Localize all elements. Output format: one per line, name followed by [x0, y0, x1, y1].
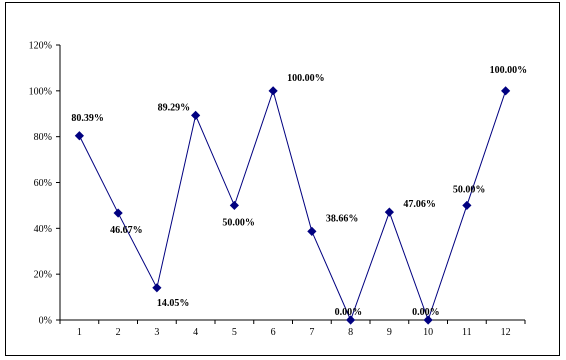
chart-frame	[5, 2, 560, 356]
axes	[56, 44, 526, 324]
data-label: 14.05%	[157, 298, 190, 309]
y-tick-label: 40%	[34, 224, 52, 235]
data-label: 100.00%	[490, 65, 528, 76]
x-tick-label: 6	[271, 327, 276, 338]
data-label: 80.39%	[71, 113, 104, 124]
y-tick-label: 80%	[34, 132, 52, 143]
series-line	[78, 89, 507, 322]
data-label: 89.29%	[158, 102, 191, 113]
x-tick-label: 8	[348, 327, 353, 338]
data-point	[462, 200, 472, 211]
x-tick-label: 5	[232, 327, 237, 338]
x-tick-label: 2	[116, 327, 121, 338]
data-label: 0.00%	[412, 307, 440, 318]
y-tick-label: 0%	[39, 316, 52, 327]
data-label: 38.66%	[326, 213, 359, 224]
data-point	[384, 207, 394, 217]
data-label: 46.67%	[110, 225, 143, 236]
data-point	[152, 283, 162, 293]
x-tick-label: 11	[462, 327, 472, 338]
data-point	[346, 315, 356, 325]
x-tick-label: 12	[501, 327, 511, 338]
data-label: 100.00%	[287, 73, 325, 84]
y-tick-label: 60%	[34, 178, 52, 189]
data-labels: 80.39% 46.67% 14.05% 89.29% 50.00% 100.00% 38.…	[71, 65, 527, 318]
y-tick-label: 100%	[29, 86, 52, 97]
data-label: 50.00%	[222, 217, 255, 228]
x-tick-label: 3	[154, 327, 159, 338]
series	[74, 86, 511, 325]
data-point	[74, 131, 84, 141]
data-point	[307, 226, 317, 237]
data-label: 47.06%	[403, 199, 436, 210]
data-label: 0.00%	[335, 307, 363, 318]
x-tick-label: 10	[423, 327, 433, 338]
x-tick-label: 9	[387, 327, 392, 338]
data-point	[268, 86, 278, 96]
data-point	[501, 86, 511, 96]
data-point	[113, 208, 123, 218]
y-tick-label: 120%	[29, 41, 52, 52]
x-tick-label: 7	[309, 327, 314, 338]
data-point	[229, 200, 239, 211]
x-tick-label: 4	[193, 327, 198, 338]
data-point	[191, 110, 201, 120]
data-label: 50.00%	[453, 184, 486, 195]
tick-labels: 0%20%40%60%80%100%120%1 2 3 4 5 6 7 8 9 10 11 12	[29, 41, 511, 339]
y-tick-label: 20%	[34, 270, 52, 281]
data-point	[423, 315, 433, 325]
x-tick-label: 1	[77, 327, 82, 338]
